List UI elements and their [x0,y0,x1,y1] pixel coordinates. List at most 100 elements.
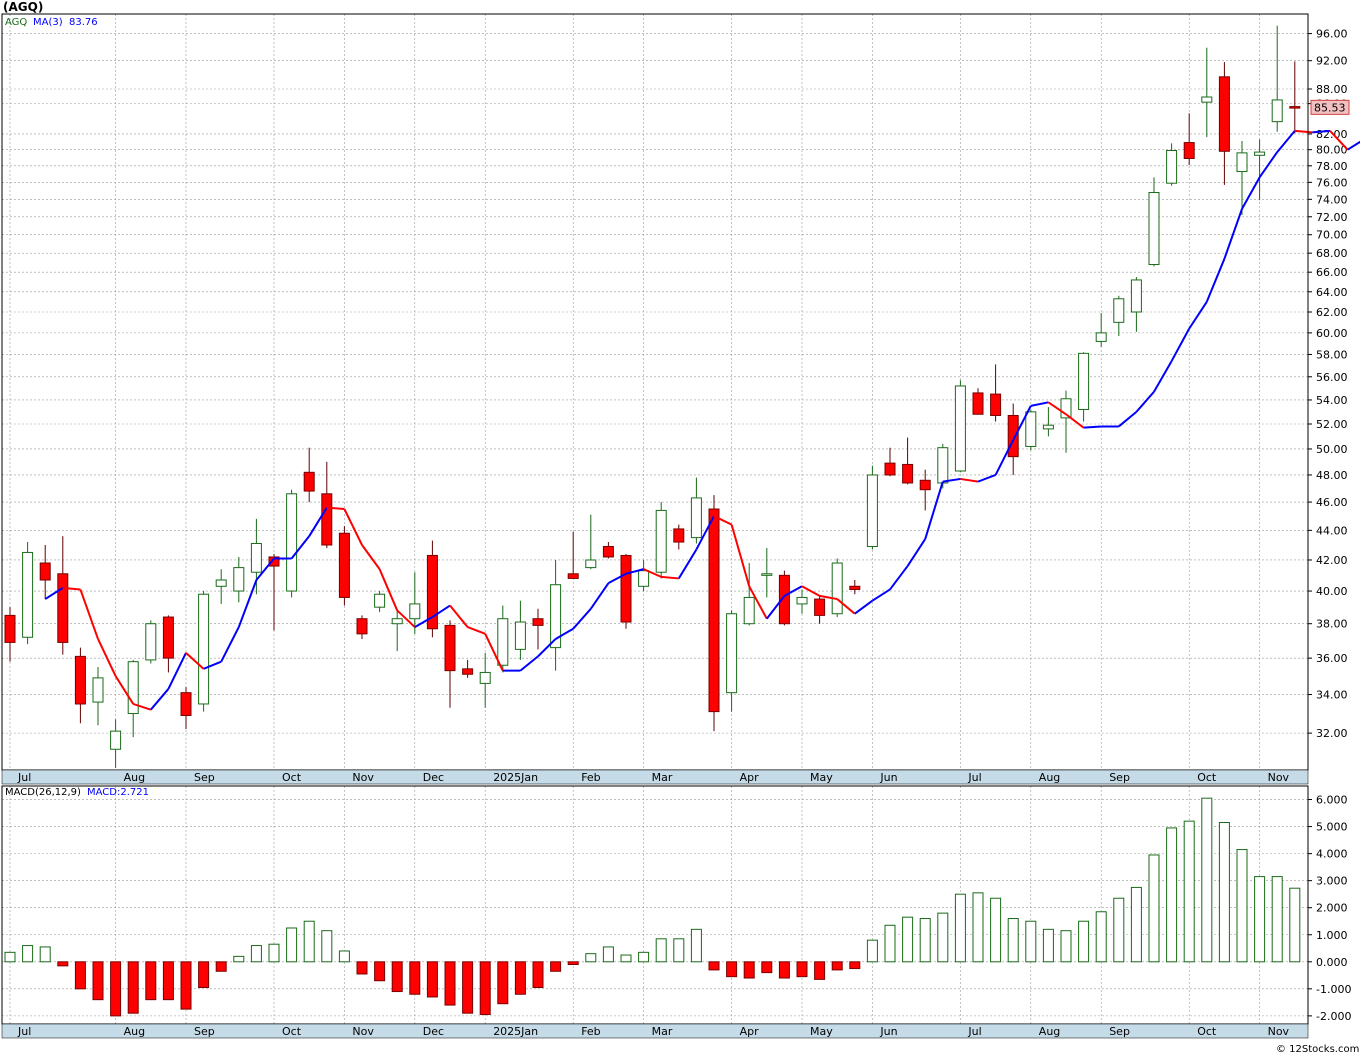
moving-average-segment [185,652,205,670]
macd-x-month-label: Nov [1268,1025,1290,1038]
candle [849,580,861,595]
price-x-month-label: Oct [282,771,302,784]
macd-bar [426,961,438,998]
price-legend-ma-label: MA(3) [33,17,63,28]
macd-y-tick-label: 1.000 [1316,929,1348,942]
moving-average-segment [203,660,222,670]
moving-average-segment [519,655,539,672]
candle [1289,61,1301,134]
price-x-month-label: Jun [879,771,897,784]
candle-body [919,479,931,491]
candle-body [110,730,122,750]
macd-bar [1060,930,1072,963]
candle [1060,390,1072,453]
candle-body [550,584,562,649]
moving-average-segment [960,477,979,483]
macd-y-tick-label: 0.000 [1316,956,1348,969]
candle-body [638,570,650,587]
candle-body [990,393,1002,416]
candle [1201,47,1213,138]
candle [814,595,826,624]
price-y-tick-label: 60.00 [1316,327,1348,340]
moving-average-segment [449,604,469,628]
candle-body [356,618,368,635]
candle-body [145,623,157,661]
price-x-month-label: Sep [194,771,215,784]
macd-bar [1042,928,1054,963]
candle-body [761,573,773,576]
macd-bar [550,961,562,972]
macd-bars [4,797,1301,1017]
macd-bar [233,955,245,963]
candlesticks [4,25,1301,768]
price-y-tick-label: 44.00 [1316,524,1348,537]
candle [233,556,245,603]
moving-average-segment [1258,151,1279,178]
candle-body [127,661,139,715]
candle-body [954,385,966,472]
macd-x-month-label: Jun [879,1025,897,1038]
candle-body [1130,279,1142,313]
macd-bar [972,892,984,963]
candle [831,558,843,618]
candle-body [743,596,755,625]
moving-average-segment [906,538,927,567]
macd-bar [497,961,509,1005]
macd-y-tick-label: 3.000 [1316,875,1348,888]
macd-bar [162,961,174,1001]
moving-average-segment [766,595,786,620]
macd-bar [338,950,350,963]
price-x-month-label: Aug [1039,771,1060,784]
candle [902,437,914,485]
moving-average-segment [1329,130,1349,151]
moving-average-segment [677,548,698,579]
macd-bar [462,961,474,1014]
candle [690,477,702,544]
last-price-badge: 85.53 [1310,99,1350,115]
candle-body [180,692,192,716]
macd-x-month-label: Sep [1109,1025,1130,1038]
macd-bar [391,961,403,993]
price-x-month-label: Apr [740,771,760,784]
candle [673,524,685,550]
macd-bar [937,912,949,963]
macd-bar [1095,911,1107,963]
candle-body [532,618,544,626]
price-x-month-label: Nov [1268,771,1290,784]
candle-body [497,618,509,666]
price-y-tick-label: 68.00 [1316,247,1348,260]
candle-body [444,624,456,672]
price-x-month-label: Feb [581,771,600,784]
candle-body [39,562,51,581]
macd-bar [919,918,931,963]
price-legend-symbol: AGQ [5,17,27,28]
macd-bar [1078,920,1090,963]
macd-bar [110,961,122,1017]
candle [127,659,139,738]
macd-bar [92,961,104,1001]
candle-body [250,543,262,573]
price-y-tick-label: 42.00 [1316,554,1348,567]
macd-x-month-label: 2025Jan [493,1025,538,1038]
candle [990,364,1002,422]
candle-body [585,559,597,569]
macd-bar [726,961,738,978]
candle [708,495,720,732]
price-y-tick-label: 70.00 [1316,229,1348,242]
candle [1095,313,1107,347]
candle [1218,62,1230,185]
moving-average-segment [132,703,152,711]
moving-average-segment [589,582,610,610]
moving-average-segment [1294,129,1313,134]
candle-body [286,493,298,592]
moving-average-segment [237,579,258,628]
macd-bar [1201,797,1213,963]
candle [409,572,421,634]
price-legend-ma-value: 83.76 [69,17,98,28]
candle-body [708,508,720,713]
moving-average-segment [62,586,81,591]
moving-average-segment [1347,140,1360,151]
candle-body [338,532,350,598]
macd-bar [127,961,139,1014]
candle [22,542,34,645]
